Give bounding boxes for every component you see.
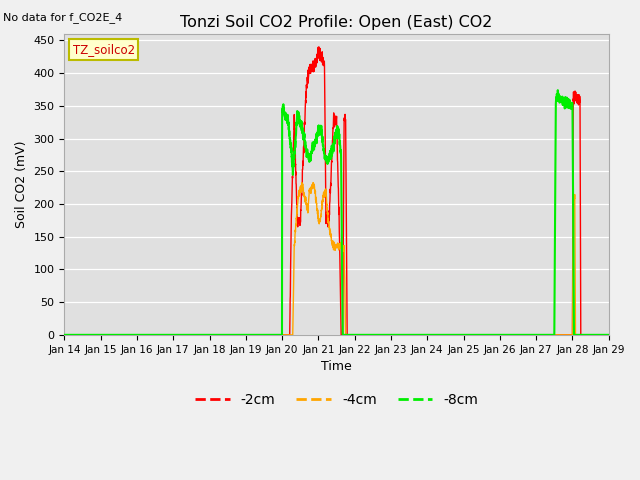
- X-axis label: Time: Time: [321, 360, 352, 373]
- Title: Tonzi Soil CO2 Profile: Open (East) CO2: Tonzi Soil CO2 Profile: Open (East) CO2: [180, 15, 493, 30]
- Legend: -2cm, -4cm, -8cm: -2cm, -4cm, -8cm: [189, 387, 484, 412]
- Y-axis label: Soil CO2 (mV): Soil CO2 (mV): [15, 141, 28, 228]
- Text: No data for f_CO2E_4: No data for f_CO2E_4: [3, 12, 122, 23]
- Text: TZ_soilco2: TZ_soilco2: [72, 43, 134, 56]
